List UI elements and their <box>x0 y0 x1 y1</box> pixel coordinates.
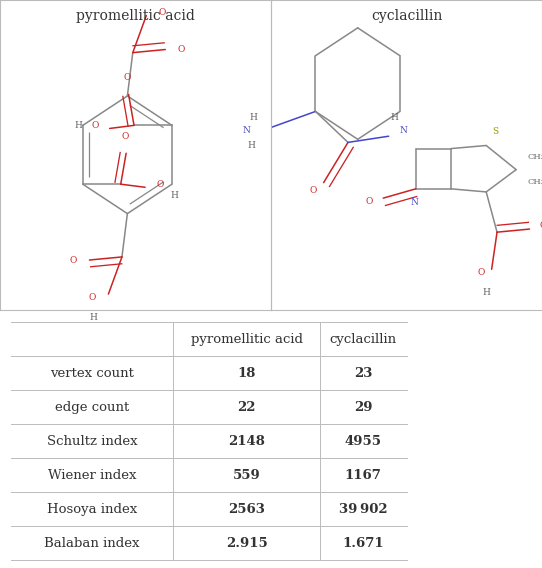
Text: 1167: 1167 <box>345 469 382 482</box>
Text: H: H <box>482 288 490 297</box>
Text: O: O <box>477 268 485 277</box>
Text: H: H <box>170 190 178 199</box>
Text: Wiener index: Wiener index <box>48 469 137 482</box>
Text: edge count: edge count <box>55 401 129 414</box>
Text: O: O <box>159 8 166 17</box>
Text: CH₃: CH₃ <box>528 178 542 186</box>
Text: 1.671: 1.671 <box>343 537 384 550</box>
Text: N: N <box>399 126 408 135</box>
Text: O: O <box>178 45 185 54</box>
Text: vertex count: vertex count <box>50 367 134 380</box>
Text: cyclacillin: cyclacillin <box>371 9 442 23</box>
Text: 18: 18 <box>237 367 256 380</box>
Text: cyclacillin: cyclacillin <box>330 333 397 346</box>
Text: O: O <box>124 73 131 82</box>
Text: 2.915: 2.915 <box>225 537 268 550</box>
Text: 39 902: 39 902 <box>339 503 388 516</box>
Text: S: S <box>493 127 499 136</box>
Text: O: O <box>156 179 164 189</box>
Text: 2148: 2148 <box>228 435 265 448</box>
Text: O: O <box>309 186 317 195</box>
Text: 559: 559 <box>233 469 261 482</box>
Text: H: H <box>248 141 256 150</box>
Text: H: H <box>75 121 82 130</box>
Text: CH₃: CH₃ <box>528 153 542 161</box>
Text: 2563: 2563 <box>228 503 265 516</box>
Text: H: H <box>249 113 257 122</box>
Text: H: H <box>89 313 98 322</box>
Text: O: O <box>88 293 96 302</box>
Text: 22: 22 <box>237 401 256 414</box>
Text: pyromellitic acid: pyromellitic acid <box>191 333 302 346</box>
Text: H: H <box>390 113 398 122</box>
Text: Balaban index: Balaban index <box>44 537 140 550</box>
Text: N: N <box>242 126 250 135</box>
Text: N: N <box>410 198 418 207</box>
Text: O: O <box>91 121 99 130</box>
Text: pyromellitic acid: pyromellitic acid <box>76 9 195 23</box>
Text: 4955: 4955 <box>345 435 382 448</box>
Text: 29: 29 <box>354 401 372 414</box>
Text: O: O <box>69 256 77 265</box>
Text: 23: 23 <box>354 367 372 380</box>
Text: O: O <box>366 197 373 206</box>
Text: O: O <box>539 222 542 231</box>
Text: O: O <box>121 132 128 141</box>
Text: Schultz index: Schultz index <box>47 435 138 448</box>
Text: Hosoya index: Hosoya index <box>47 503 137 516</box>
